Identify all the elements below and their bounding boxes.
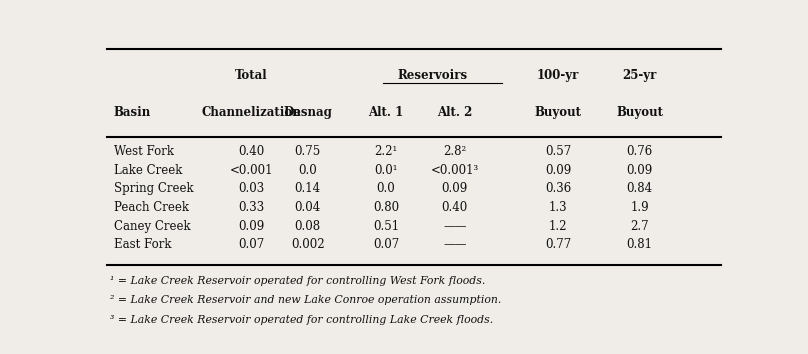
Text: 0.07: 0.07: [238, 238, 264, 251]
Text: Buyout: Buyout: [616, 106, 663, 119]
Text: ² = Lake Creek Reservoir and new Lake Conroe operation assumption.: ² = Lake Creek Reservoir and new Lake Co…: [111, 295, 502, 305]
Text: 0.04: 0.04: [295, 201, 321, 214]
Text: 0.14: 0.14: [295, 182, 321, 195]
Text: Channelization: Channelization: [201, 106, 301, 119]
Text: 0.08: 0.08: [295, 220, 321, 233]
Text: Alt. 1: Alt. 1: [368, 106, 403, 119]
Text: 0.33: 0.33: [238, 201, 264, 214]
Text: 0.0¹: 0.0¹: [374, 164, 398, 177]
Text: 0.81: 0.81: [626, 238, 653, 251]
Text: <0.001³: <0.001³: [431, 164, 479, 177]
Text: Spring Creek: Spring Creek: [113, 182, 193, 195]
Text: 2.2¹: 2.2¹: [374, 145, 398, 158]
Text: ³ = Lake Creek Reservoir operated for controlling Lake Creek floods.: ³ = Lake Creek Reservoir operated for co…: [111, 315, 494, 325]
Text: Basin: Basin: [113, 106, 151, 119]
Text: Total: Total: [235, 69, 267, 82]
Text: Buyout: Buyout: [535, 106, 582, 119]
Text: 0.09: 0.09: [545, 164, 571, 177]
Text: 0.0: 0.0: [377, 182, 395, 195]
Text: 1.2: 1.2: [549, 220, 567, 233]
Text: 0.09: 0.09: [238, 220, 264, 233]
Text: 2.8²: 2.8²: [443, 145, 466, 158]
Text: ——: ——: [443, 220, 466, 233]
Text: 2.7: 2.7: [630, 220, 649, 233]
Text: West Fork: West Fork: [113, 145, 174, 158]
Text: 0.0: 0.0: [298, 164, 317, 177]
Text: 0.76: 0.76: [626, 145, 653, 158]
Text: 25-yr: 25-yr: [622, 69, 657, 82]
Text: 0.40: 0.40: [238, 145, 264, 158]
Text: Caney Creek: Caney Creek: [113, 220, 190, 233]
Text: ¹ = Lake Creek Reservoir operated for controlling West Fork floods.: ¹ = Lake Creek Reservoir operated for co…: [111, 275, 486, 286]
Text: 0.77: 0.77: [545, 238, 571, 251]
Text: 0.75: 0.75: [295, 145, 321, 158]
Text: 1.9: 1.9: [630, 201, 649, 214]
Text: 0.03: 0.03: [238, 182, 264, 195]
Text: 0.09: 0.09: [626, 164, 653, 177]
Text: East Fork: East Fork: [113, 238, 171, 251]
Text: Desnag: Desnag: [284, 106, 332, 119]
Text: ——: ——: [443, 238, 466, 251]
Text: Reservoirs: Reservoirs: [398, 69, 468, 82]
Text: 0.57: 0.57: [545, 145, 571, 158]
Text: Peach Creek: Peach Creek: [113, 201, 188, 214]
Text: 1.3: 1.3: [549, 201, 567, 214]
Text: 0.51: 0.51: [372, 220, 399, 233]
Text: 0.09: 0.09: [442, 182, 468, 195]
Text: 0.40: 0.40: [442, 201, 468, 214]
Text: Alt. 2: Alt. 2: [437, 106, 473, 119]
Text: 0.84: 0.84: [626, 182, 653, 195]
Text: 100-yr: 100-yr: [537, 69, 579, 82]
Text: <0.001: <0.001: [229, 164, 273, 177]
Text: 0.07: 0.07: [372, 238, 399, 251]
Text: 0.36: 0.36: [545, 182, 571, 195]
Text: Lake Creek: Lake Creek: [113, 164, 182, 177]
Text: 0.002: 0.002: [291, 238, 325, 251]
Text: 0.80: 0.80: [372, 201, 399, 214]
